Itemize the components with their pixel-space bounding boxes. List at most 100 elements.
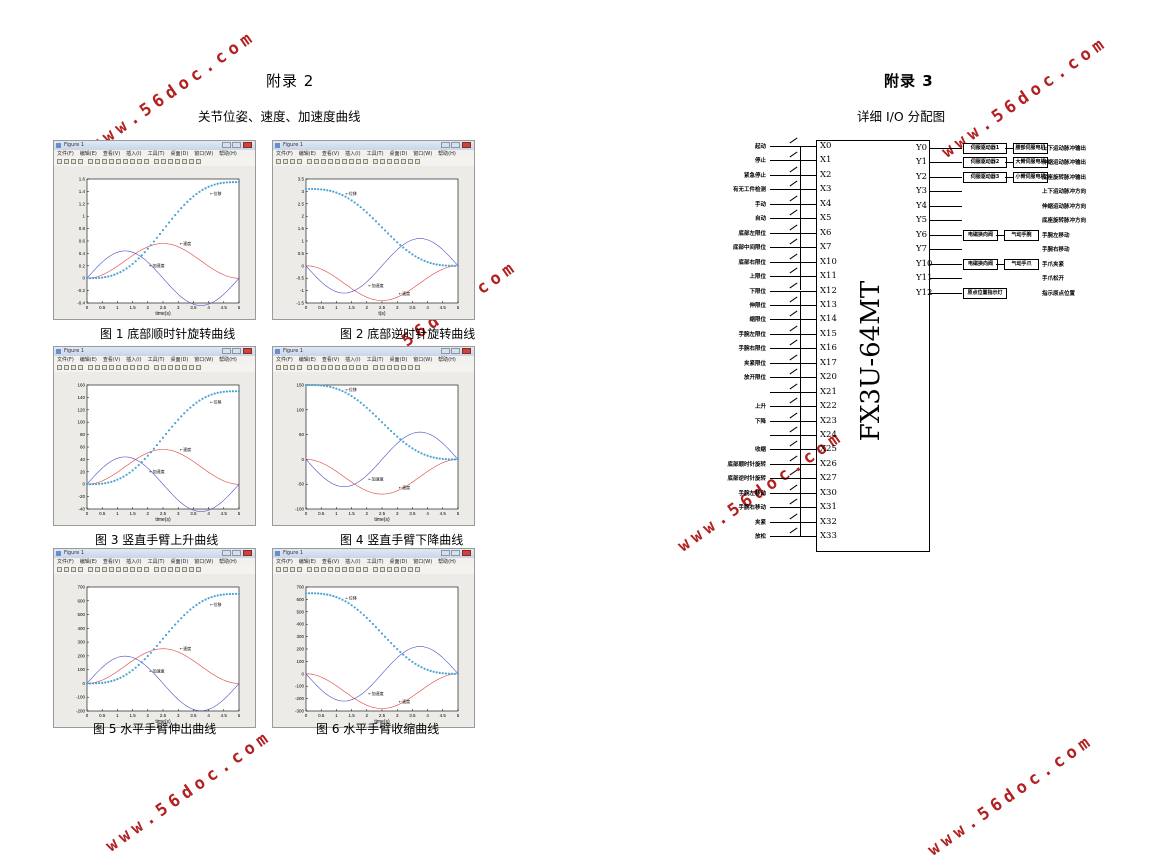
toolbar-tool-icon[interactable] [321, 567, 326, 572]
toolbar-tool-icon[interactable] [380, 365, 385, 370]
menu-item[interactable]: 编辑(E) [79, 559, 97, 565]
toolbar-tool-icon[interactable] [57, 365, 62, 370]
toolbar-tool-icon[interactable] [307, 567, 312, 572]
menu-item[interactable]: 工具(T) [366, 357, 384, 363]
menu-item[interactable]: 插入(I) [126, 559, 142, 565]
toolbar-tool-icon[interactable] [95, 567, 100, 572]
minimize-button[interactable] [441, 142, 450, 148]
toolbar-tool-icon[interactable] [154, 567, 159, 572]
toolbar-tool-icon[interactable] [328, 567, 333, 572]
toolbar-tool-icon[interactable] [394, 365, 399, 370]
toolbar-tool-icon[interactable] [95, 365, 100, 370]
menu-item[interactable]: 编辑(E) [298, 151, 316, 157]
menu-item[interactable]: 插入(I) [345, 357, 361, 363]
toolbar-tool-icon[interactable] [356, 159, 361, 164]
menu-item[interactable]: 帮助(H) [219, 357, 237, 363]
toolbar-tool-icon[interactable] [102, 365, 107, 370]
toolbar-tool-icon[interactable] [168, 365, 173, 370]
toolbar-tool-icon[interactable] [196, 365, 201, 370]
menu-item[interactable]: 文件(F) [57, 559, 74, 565]
toolbar-tool-icon[interactable] [321, 159, 326, 164]
toolbar-tool-icon[interactable] [168, 159, 173, 164]
toolbar-tool-icon[interactable] [363, 365, 368, 370]
menu-item[interactable]: 窗口(W) [194, 151, 214, 157]
toolbar-tool-icon[interactable] [57, 567, 62, 572]
menu-item[interactable]: 编辑(E) [298, 357, 316, 363]
menu-item[interactable]: 查看(V) [102, 357, 121, 363]
toolbar-tool-icon[interactable] [189, 365, 194, 370]
menu-item[interactable]: 窗口(W) [413, 559, 433, 565]
toolbar-tool-icon[interactable] [88, 365, 93, 370]
close-button[interactable] [462, 348, 471, 354]
toolbar-tool-icon[interactable] [78, 365, 83, 370]
menu-item[interactable]: 桌面(D) [389, 151, 408, 157]
toolbar-tool-icon[interactable] [363, 159, 368, 164]
toolbar-tool-icon[interactable] [283, 365, 288, 370]
menu-item[interactable]: 插入(I) [345, 559, 361, 565]
toolbar-tool-icon[interactable] [144, 365, 149, 370]
menu-item[interactable]: 工具(T) [147, 559, 165, 565]
menu-item[interactable]: 文件(F) [276, 151, 293, 157]
toolbar-tool-icon[interactable] [380, 159, 385, 164]
toolbar-tool-icon[interactable] [394, 567, 399, 572]
toolbar-tool-icon[interactable] [394, 159, 399, 164]
maximize-button[interactable] [232, 550, 241, 556]
minimize-button[interactable] [441, 550, 450, 556]
menu-item[interactable]: 工具(T) [366, 559, 384, 565]
menu-item[interactable]: 桌面(D) [389, 559, 408, 565]
menu-item[interactable]: 窗口(W) [194, 559, 214, 565]
toolbar-tool-icon[interactable] [175, 365, 180, 370]
toolbar-tool-icon[interactable] [161, 567, 166, 572]
toolbar-tool-icon[interactable] [314, 365, 319, 370]
toolbar-tool-icon[interactable] [415, 365, 420, 370]
menu-item[interactable]: 编辑(E) [298, 559, 316, 565]
menu-item[interactable]: 查看(V) [102, 151, 121, 157]
toolbar-tool-icon[interactable] [401, 159, 406, 164]
toolbar-tool-icon[interactable] [335, 365, 340, 370]
menu-item[interactable]: 文件(F) [57, 357, 74, 363]
toolbar-tool-icon[interactable] [109, 567, 114, 572]
toolbar-tool-icon[interactable] [78, 567, 83, 572]
minimize-button[interactable] [222, 550, 231, 556]
toolbar-tool-icon[interactable] [130, 159, 135, 164]
toolbar-tool-icon[interactable] [408, 365, 413, 370]
menu-item[interactable]: 查看(V) [321, 357, 340, 363]
menu-item[interactable]: 查看(V) [321, 151, 340, 157]
maximize-button[interactable] [451, 550, 460, 556]
menu-item[interactable]: 查看(V) [102, 559, 121, 565]
minimize-button[interactable] [441, 348, 450, 354]
toolbar-tool-icon[interactable] [154, 365, 159, 370]
toolbar-tool-icon[interactable] [328, 365, 333, 370]
toolbar-tool-icon[interactable] [182, 567, 187, 572]
toolbar-tool-icon[interactable] [102, 159, 107, 164]
menu-item[interactable]: 帮助(H) [219, 151, 237, 157]
toolbar-tool-icon[interactable] [373, 365, 378, 370]
toolbar-tool-icon[interactable] [290, 567, 295, 572]
maximize-button[interactable] [232, 142, 241, 148]
toolbar-tool-icon[interactable] [182, 365, 187, 370]
close-button[interactable] [462, 550, 471, 556]
menu-item[interactable]: 文件(F) [276, 357, 293, 363]
toolbar-tool-icon[interactable] [123, 159, 128, 164]
toolbar-tool-icon[interactable] [78, 159, 83, 164]
toolbar-tool-icon[interactable] [168, 567, 173, 572]
toolbar-tool-icon[interactable] [71, 365, 76, 370]
toolbar-tool-icon[interactable] [401, 567, 406, 572]
menu-item[interactable]: 工具(T) [366, 151, 384, 157]
toolbar-tool-icon[interactable] [189, 159, 194, 164]
toolbar-tool-icon[interactable] [123, 567, 128, 572]
toolbar-tool-icon[interactable] [95, 159, 100, 164]
menu-item[interactable]: 窗口(W) [413, 151, 433, 157]
toolbar-tool-icon[interactable] [71, 567, 76, 572]
toolbar-tool-icon[interactable] [401, 365, 406, 370]
toolbar-tool-icon[interactable] [387, 567, 392, 572]
menu-item[interactable]: 文件(F) [276, 559, 293, 565]
menu-item[interactable]: 桌面(D) [170, 357, 189, 363]
toolbar-tool-icon[interactable] [335, 567, 340, 572]
toolbar-tool-icon[interactable] [408, 159, 413, 164]
menu-item[interactable]: 帮助(H) [438, 151, 456, 157]
toolbar-tool-icon[interactable] [109, 159, 114, 164]
toolbar-tool-icon[interactable] [349, 159, 354, 164]
menu-item[interactable]: 桌面(D) [170, 151, 189, 157]
toolbar-tool-icon[interactable] [137, 365, 142, 370]
